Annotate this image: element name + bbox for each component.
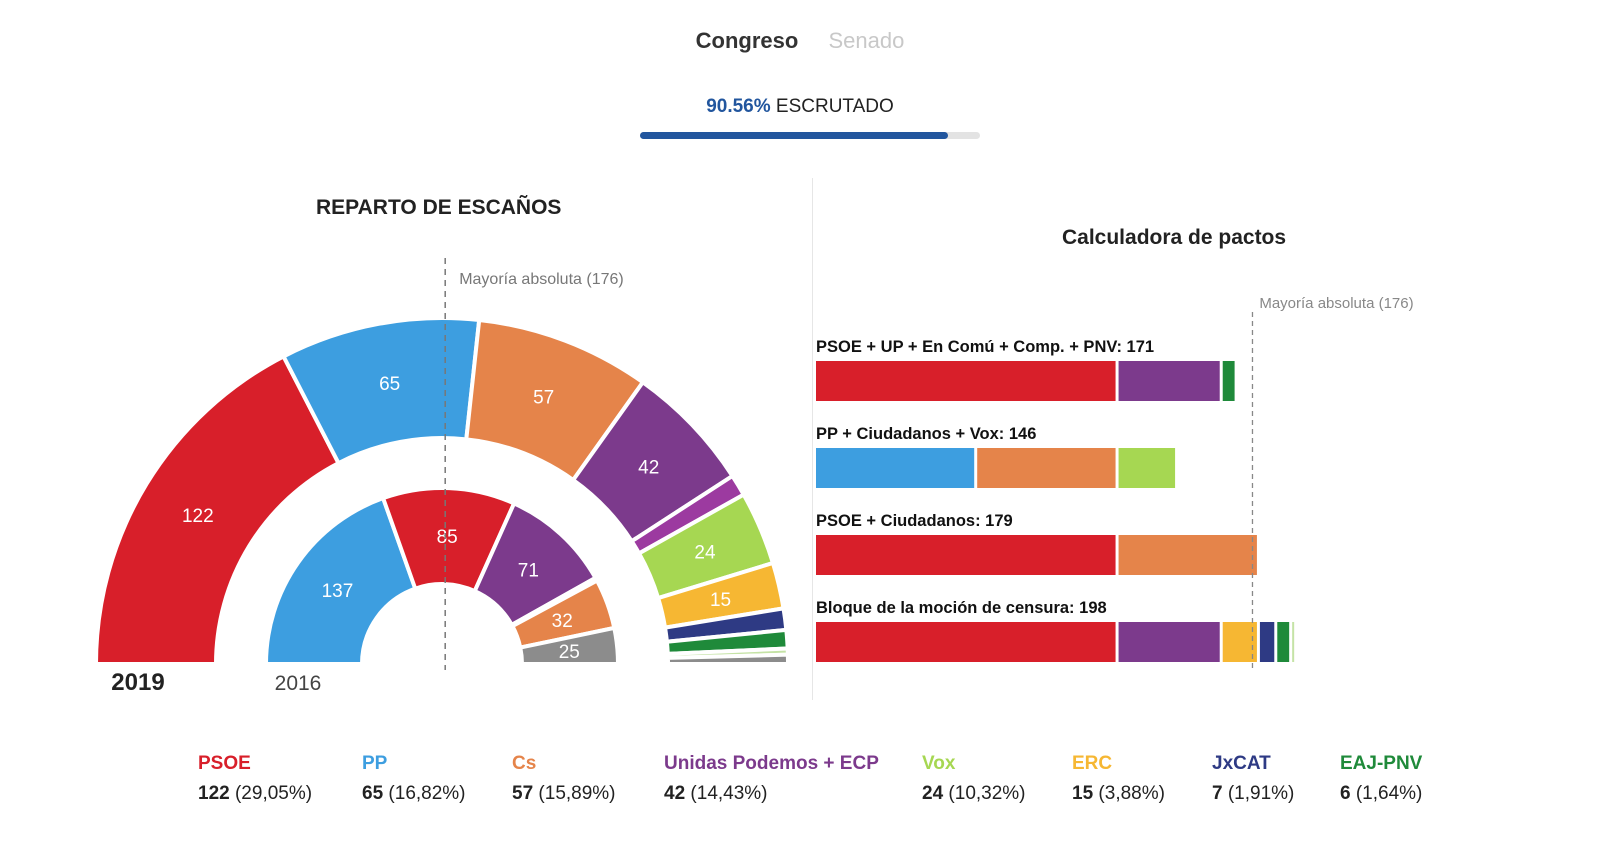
pact-2-bar-pp <box>816 448 975 488</box>
hemicycle-2019-label-erc: 15 <box>710 590 731 611</box>
scrutiny-percent: 90.56% <box>706 96 771 117</box>
legend-value: 7 (1,91%) <box>1212 783 1295 804</box>
pact-4-bar-eaj-pnv <box>1277 622 1290 662</box>
chamber-tabs: Congreso Senado <box>0 28 1600 54</box>
hemicycle-2019-label-pp: 65 <box>379 374 400 395</box>
hemicycle-2016-label-cs: 32 <box>552 611 573 632</box>
scrutiny-progress-fill <box>640 132 948 139</box>
legend-value: 24 (10,32%) <box>922 783 1026 804</box>
legend-name: EAJ-PNV <box>1340 753 1423 774</box>
tab-congreso[interactable]: Congreso <box>695 28 799 53</box>
hemicycle-year-label-2016: 2016 <box>275 672 322 695</box>
hemicycle-majority-label: Mayoría absoluta (176) <box>459 271 624 288</box>
pacts-majority-label: Mayoría absoluta (176) <box>1259 295 1413 312</box>
legend-value: 15 (3,88%) <box>1072 783 1165 804</box>
pact-4-bar-jxcat <box>1259 622 1275 662</box>
scrutiny-text: ESCRUTADO <box>775 96 894 117</box>
pact-label-4: Bloque de la moción de censura: 198 <box>816 599 1107 617</box>
pact-label-1: PSOE + UP + En Comú + Comp. + PNV: 171 <box>816 338 1154 356</box>
legend-item-vox: Vox 24 (10,32%) <box>922 753 1026 805</box>
legend-name: Unidas Podemos + ECP <box>664 753 879 774</box>
legend-value: 6 (1,64%) <box>1340 783 1423 804</box>
tab-senado[interactable]: Senado <box>828 28 905 53</box>
hemicycle-2019-segment-others <box>665 652 791 666</box>
hemicycle-2016-segment-others <box>517 625 621 666</box>
pact-1-bar-up <box>1118 361 1220 401</box>
legend-value: 65 (16,82%) <box>362 783 466 804</box>
pact-4-bar-cc <box>1292 622 1295 662</box>
legend-item-eaj-pnv: EAJ-PNV 6 (1,64%) <box>1340 753 1422 805</box>
pact-1-bar-psoe <box>816 361 1116 401</box>
pact-3-bar-cs <box>1118 535 1257 575</box>
hemicycle-2016-label-psoe: 85 <box>437 527 458 548</box>
legend-name: JxCAT <box>1212 753 1271 774</box>
pact-3-bar-psoe <box>816 535 1116 575</box>
legend-name: PP <box>362 753 388 774</box>
seats-title: REPARTO DE ESCAÑOS <box>316 196 562 219</box>
legend-item-unidas-podemos-ecp: Unidas Podemos + ECP 42 (14,43%) <box>664 753 879 805</box>
pact-1-bar-eaj-pnv <box>1222 361 1235 401</box>
scrutiny-label: 90.56% ESCRUTADO <box>0 96 1600 118</box>
hemicycle-2016-label-pp: 137 <box>322 581 354 602</box>
legend-item-erc: ERC 15 (3,88%) <box>1072 753 1165 805</box>
party-legend: PSOE 122 (29,05%) PP 65 (16,82%) Cs 57 (15,89… <box>0 753 1600 823</box>
legend-item-pp: PP 65 (16,82%) <box>362 753 466 805</box>
pacts-title: Calculadora de pactos <box>1062 226 1287 249</box>
pact-4-bar-up <box>1118 622 1220 662</box>
scrutiny-progress-bar <box>640 132 980 139</box>
hemicycle-2016-label-up: 71 <box>518 561 539 582</box>
hemicycle-2019-segment-psoe <box>93 353 342 666</box>
hemicycle-2019-label-vox: 24 <box>694 543 716 564</box>
legend-item-psoe: PSOE 122 (29,05%) <box>198 753 312 805</box>
hemicycle-2016-label-others: 25 <box>559 642 580 663</box>
legend-item-jxcat: JxCAT 7 (1,91%) <box>1212 753 1294 805</box>
legend-value: 42 (14,43%) <box>664 783 768 804</box>
legend-value: 57 (15,89%) <box>512 783 616 804</box>
legend-name: PSOE <box>198 753 251 774</box>
pact-label-2: PP + Ciudadanos + Vox: 146 <box>816 425 1036 443</box>
pact-4-bar-erc <box>1222 622 1257 662</box>
pact-2-bar-vox <box>1118 448 1176 488</box>
section-divider <box>812 178 813 700</box>
legend-item-cs: Cs 57 (15,89%) <box>512 753 616 805</box>
hemicycle-year-label-2019: 2019 <box>111 669 164 696</box>
pact-2-bar-cs <box>977 448 1116 488</box>
hemicycle-2019-label-up: 42 <box>638 457 659 478</box>
legend-name: Cs <box>512 753 537 774</box>
hemicycle-2019-label-cs: 57 <box>533 388 554 409</box>
pact-label-3: PSOE + Ciudadanos: 179 <box>816 512 1013 530</box>
hemicycle-2016-segment-pp <box>263 495 418 666</box>
charts-canvas: 122 65 57 42 24 15 2019 137 85 71 32 25 2016 Mayoría … <box>93 258 1414 696</box>
hemicycle-2019-label-psoe: 122 <box>182 506 214 527</box>
legend-name: ERC <box>1072 753 1113 774</box>
legend-value: 122 (29,05%) <box>198 783 313 804</box>
pact-4-bar-psoe <box>816 622 1116 662</box>
legend-name: Vox <box>922 753 956 774</box>
